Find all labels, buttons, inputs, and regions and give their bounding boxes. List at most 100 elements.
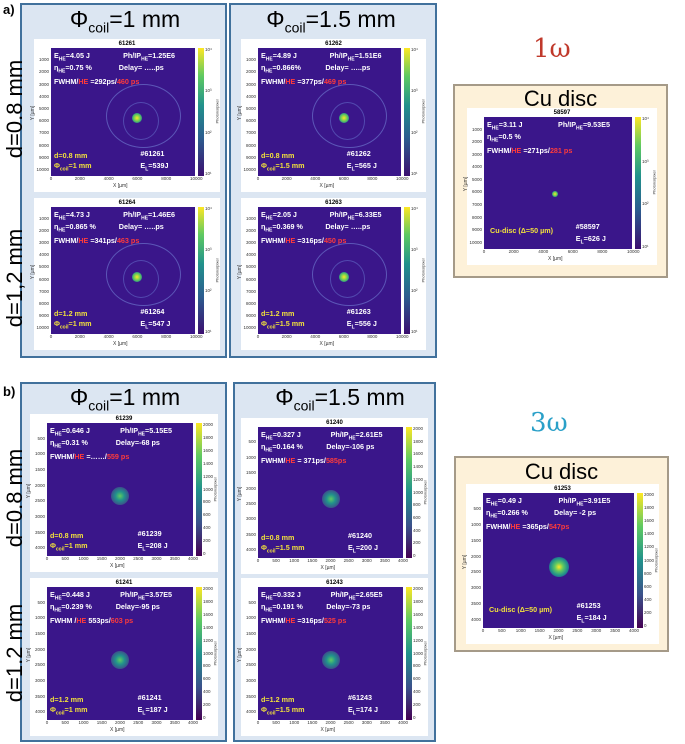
a-61261-cb-tick: 10⁴ bbox=[205, 47, 212, 52]
b-61241-x-tick: 2500 bbox=[133, 720, 144, 725]
b-61240-ylabel: Y [µm] bbox=[237, 486, 244, 501]
b-61240-shot-no: #61240 bbox=[348, 531, 372, 540]
b-61240-plot bbox=[258, 427, 403, 558]
b-61243-x-tick: 0 bbox=[256, 720, 260, 725]
b-61239-shot-no: #61239 bbox=[137, 529, 162, 538]
a-61264-cb-tick: 10⁴ bbox=[205, 206, 212, 211]
b-61241-y-tick: 4000 bbox=[34, 709, 45, 715]
b-cu-delay: Delay= -2 ps bbox=[553, 508, 597, 517]
panel-a-row2-label: d=1,2 mm bbox=[2, 228, 27, 328]
b-cu-y-tick: 4000 bbox=[470, 617, 481, 623]
b-61239-ylabel: Y [µm] bbox=[26, 483, 33, 498]
a-61264-y-tick: 3000 bbox=[38, 240, 49, 246]
a-61264-xlabel: X [µm] bbox=[113, 341, 128, 347]
b-cu-plot bbox=[483, 493, 634, 628]
a-61262-xlabel: X [µm] bbox=[319, 183, 335, 189]
a-61264-y-tick: 1000 bbox=[38, 216, 49, 222]
b-61240-x-tick: 500 bbox=[272, 558, 280, 563]
b-61243-cb-tick: 200 bbox=[413, 702, 421, 708]
a-61261-y-tick: 1000 bbox=[38, 57, 49, 63]
b-61239-colorbar bbox=[196, 423, 202, 556]
a-61264-plot bbox=[51, 207, 195, 334]
a-61262-energy: EHE=4.89 J bbox=[261, 51, 297, 63]
b-cu-cb-tick: 400 bbox=[644, 596, 652, 602]
a-61264-x-tick: 4000 bbox=[103, 334, 114, 339]
b-61243-card: 61243 2000 1800 1600 1400 1200 1000 800 600 400 20… bbox=[237, 578, 428, 736]
b-cu-laser-energy: EL=184 J bbox=[576, 613, 607, 625]
b-61243-cb-tick: 1000 bbox=[413, 650, 424, 656]
a-61264-photons: Ph/IPHE=1.46E6 bbox=[123, 210, 176, 222]
panel-a-omega: 1ω bbox=[533, 34, 571, 64]
b-61241-colorbar bbox=[196, 587, 202, 720]
b-61243-cb-label: Photons/pixel bbox=[422, 641, 428, 666]
a-61264-shot-no: #61264 bbox=[140, 307, 165, 316]
b-61241-photons: Ph/IPHE=3.57E5 bbox=[120, 590, 172, 602]
a-61263-phi: Φcoil=1.5 mm bbox=[261, 319, 305, 331]
a-61264-x-tick: 6000 bbox=[132, 334, 143, 339]
a-cu-y-tick: 5000 bbox=[471, 176, 482, 182]
b-61240-cb-tick: 1200 bbox=[413, 476, 424, 482]
a-61262-colorbar bbox=[404, 48, 410, 176]
b-61240-shot-title: 61240 bbox=[326, 420, 343, 426]
b-cu-fwhm: FWHM/HE =365ps/547ps bbox=[486, 522, 570, 531]
b-cu-card: 61253 2000 1800 1600 1400 1200 1000 800 600 400 20… bbox=[462, 484, 659, 644]
b-61241-cb-tick: 2000 bbox=[203, 586, 214, 591]
a-61261-x-tick: 6000 bbox=[132, 176, 143, 181]
b-61239-card: 61239 2000 1800 1600 1400 1200 1000 800 600 400 20… bbox=[26, 414, 218, 572]
a-61263-y-tick: 7000 bbox=[245, 288, 256, 294]
a-61264-halo-inner bbox=[123, 260, 159, 299]
b-61243-x-tick: 1000 bbox=[289, 720, 300, 725]
b-61241-y-tick: 1000 bbox=[34, 615, 45, 621]
b-61241-x-tick: 1000 bbox=[78, 720, 89, 725]
b-61239-cb-tick: 600 bbox=[203, 512, 211, 518]
a-cu-cb-tick: 10⁴ bbox=[642, 116, 649, 121]
b-cu-x-tick: 4000 bbox=[629, 628, 640, 633]
b-cu-colorbar bbox=[637, 493, 643, 628]
a-61263-laser-energy: EL=556 J bbox=[346, 319, 377, 331]
b-61243-x-tick: 3000 bbox=[361, 720, 372, 725]
a-61261-y-tick: 5000 bbox=[38, 105, 49, 111]
a-61264-fwhm: FWHM/HE =341ps/463 ps bbox=[54, 236, 140, 245]
b-61241-plot bbox=[47, 587, 193, 720]
b-61241-cb-tick: 1200 bbox=[203, 637, 214, 643]
b-61240-hot-spot bbox=[321, 490, 340, 509]
a-cu-shot-title: 58597 bbox=[553, 110, 571, 116]
b-61240-y-tick: 500 bbox=[248, 439, 256, 445]
b-61240-y-tick: 3500 bbox=[245, 531, 256, 537]
b-61243-xlabel: X [µm] bbox=[320, 727, 336, 733]
b-61243-shot-title: 61243 bbox=[326, 580, 343, 586]
a-61262-x-tick: 2000 bbox=[281, 176, 292, 181]
b-61239-x-tick: 1500 bbox=[96, 556, 107, 561]
a-cu-laser-energy: EL=626 J bbox=[575, 234, 606, 246]
b-61239-cb-tick: 1600 bbox=[203, 447, 214, 453]
a-61264-cb-label: Photons/pixel bbox=[214, 258, 220, 283]
b-61243-x-tick: 500 bbox=[272, 720, 280, 725]
a-61262-eta: ηHE=0.866% bbox=[261, 63, 301, 75]
a-61263-xlabel: X [µm] bbox=[319, 341, 335, 347]
b-cu-shot-title: 61253 bbox=[554, 486, 571, 492]
a-61263-cb-tick: 10⁴ bbox=[411, 206, 418, 211]
b-61239-x-tick: 2000 bbox=[115, 556, 126, 561]
b-61240-d: d=0.8 mm bbox=[261, 533, 295, 542]
a-cu-fwhm: FWHM/HE =271ps/281 ps bbox=[487, 146, 573, 155]
b-cu-cb-tick: 1000 bbox=[644, 557, 655, 563]
b-61239-y-tick: 2500 bbox=[34, 498, 45, 504]
a-61262-phi: Φcoil=1.5 mm bbox=[261, 161, 305, 173]
b-61240-cb-tick: 1600 bbox=[413, 451, 424, 457]
b-61241-x-tick: 500 bbox=[61, 720, 69, 725]
a-61262-shot-no: #61262 bbox=[346, 149, 371, 158]
b-61243-phi: Φcoil=1.5 mm bbox=[261, 705, 305, 717]
a-cu-x-tick: 6000 bbox=[567, 249, 578, 254]
b-61239-eta: ηHE=0.31 % bbox=[50, 438, 88, 450]
b-61240-phi: Φcoil=1.5 mm bbox=[261, 543, 305, 555]
b-61241-shot-no: #61241 bbox=[137, 693, 162, 702]
a-61261-y-tick: 8000 bbox=[38, 142, 49, 148]
b-61241-y-tick: 3000 bbox=[34, 677, 45, 683]
a-61262-x-tick: 8000 bbox=[367, 176, 378, 181]
b-61241-y-tick: 2000 bbox=[34, 646, 45, 652]
a-61261-y-tick: 6000 bbox=[38, 118, 49, 124]
a-61262-cb-tick: 10⁴ bbox=[411, 47, 418, 52]
b-cu-cb-tick: 0 bbox=[644, 623, 647, 628]
a-61261-y-tick: 7000 bbox=[38, 130, 49, 136]
b-61240-cb-tick: 1400 bbox=[413, 464, 424, 470]
